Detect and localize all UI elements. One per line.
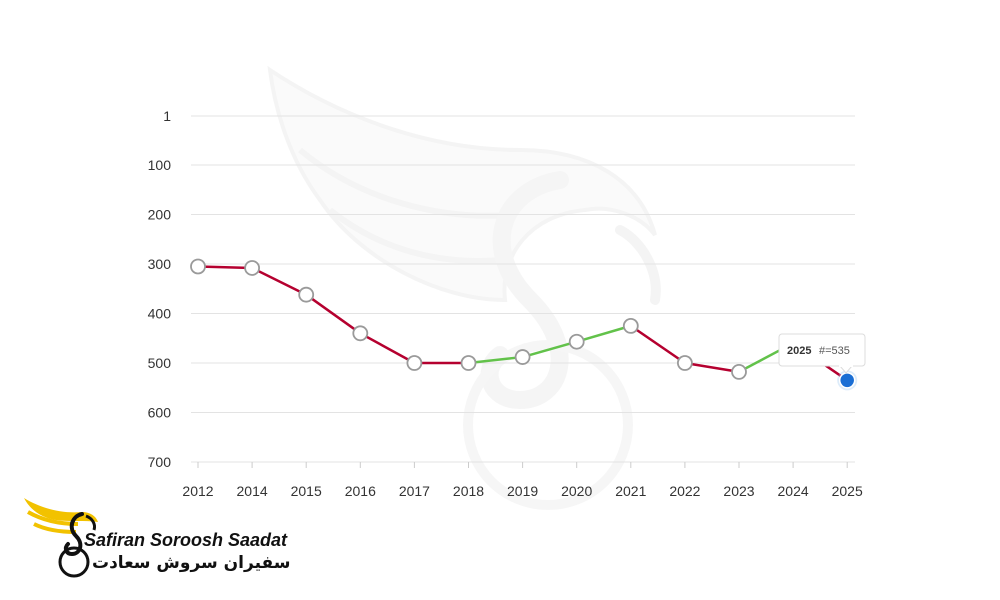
series-markers [190, 258, 858, 391]
tooltip-box [778, 333, 866, 367]
x-axis-tick-labels: 2012 2014 2015 2016 2017 2018 2019 2020 2021 2022… [182, 483, 863, 499]
data-tooltip: 2025 #=535 [778, 333, 866, 374]
y-tick-label: 600 [148, 405, 172, 421]
data-point[interactable] [352, 325, 369, 342]
x-tick-label: 2016 [345, 483, 376, 499]
logo-text-english: Safiran Soroosh Saadat [84, 530, 288, 550]
data-point[interactable] [568, 333, 585, 350]
data-point[interactable] [190, 258, 206, 275]
series-line-segment [196, 265, 254, 270]
x-axis-tick-marks [197, 462, 848, 468]
series-line-segment [629, 324, 687, 365]
data-point[interactable] [244, 260, 261, 276]
series-line-segment [304, 293, 362, 335]
data-point[interactable] [731, 364, 747, 380]
y-tick-label: 300 [148, 256, 172, 272]
series-line-segment [359, 332, 416, 365]
data-point[interactable] [622, 317, 639, 334]
x-tick-label: 2024 [778, 483, 809, 499]
x-tick-label: 2025 [832, 483, 863, 499]
series-line-segment [250, 266, 308, 296]
company-logo: Safiran Soroosh Saadat سفیران سروش سعادت [20, 492, 300, 582]
x-tick-label: 2021 [615, 483, 646, 499]
tooltip-value: #=535 [819, 345, 850, 357]
data-point[interactable] [514, 349, 531, 365]
data-point[interactable] [460, 355, 477, 371]
watermark-swan-logo [267, 65, 661, 510]
logo-swan-icon [24, 498, 98, 578]
x-tick-label: 2017 [399, 483, 430, 499]
y-tick-label: 200 [148, 207, 172, 223]
x-tick-label: 2018 [453, 483, 484, 499]
x-tick-label: 2014 [237, 483, 268, 499]
tooltip-year: 2025 [787, 345, 811, 357]
y-tick-label: 400 [148, 306, 172, 322]
series-line-segment [575, 324, 633, 343]
data-point[interactable] [677, 355, 693, 371]
x-tick-label: 2019 [507, 483, 538, 499]
x-tick-label: 2015 [291, 483, 322, 499]
y-tick-label: 100 [148, 157, 172, 173]
x-tick-label: 2022 [669, 483, 700, 499]
y-axis-tick-labels: 1 100 200 300 400 500 600 700 [148, 108, 172, 470]
x-tick-label: 2023 [723, 483, 754, 499]
y-tick-label: 500 [148, 355, 172, 371]
data-point[interactable] [406, 355, 423, 371]
x-tick-label: 2012 [182, 483, 213, 499]
y-tick-label: 1 [163, 108, 171, 124]
series-line-segment [467, 355, 524, 365]
y-tick-label: 700 [148, 454, 172, 470]
series-line-segment [521, 340, 578, 359]
data-point-highlighted[interactable] [838, 372, 856, 389]
data-point[interactable] [298, 286, 315, 303]
x-tick-label: 2020 [561, 483, 592, 499]
logo-text-persian: سفیران سروش سعادت [92, 553, 291, 573]
series-line-segment [683, 361, 741, 374]
